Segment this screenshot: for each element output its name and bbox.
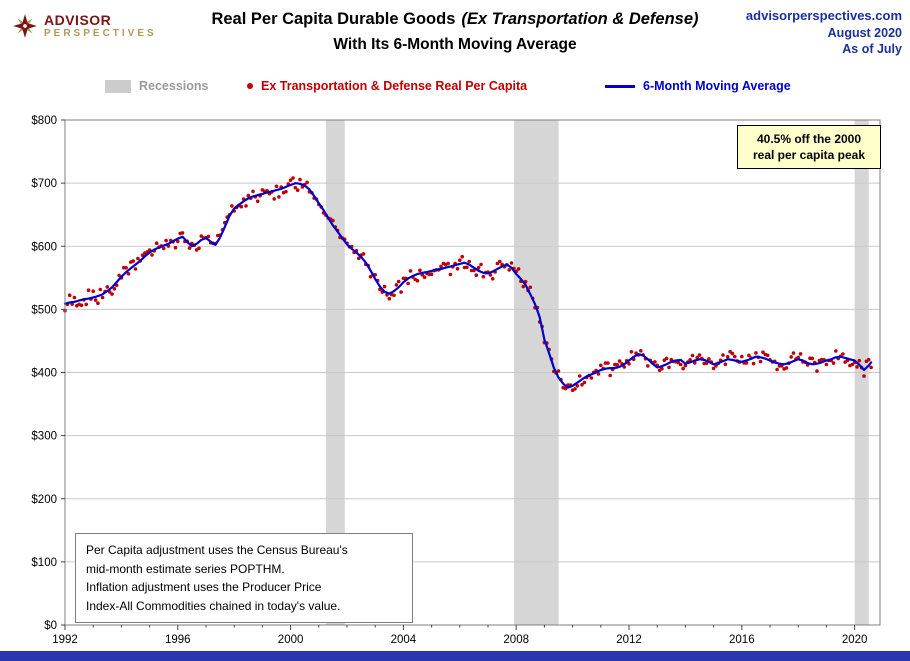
svg-text:$500: $500 bbox=[31, 304, 57, 316]
note-line: Inflation adjustment uses the Producer P… bbox=[86, 580, 322, 595]
title-italic: (Ex Transportation & Defense) bbox=[461, 10, 699, 28]
svg-text:2004: 2004 bbox=[391, 634, 417, 646]
legend-label-moving-average: 6-Month Moving Average bbox=[643, 79, 791, 93]
note-line: mid-month estimate series POPTHM. bbox=[86, 561, 285, 576]
ma-line bbox=[63, 182, 873, 389]
legend-item-moving-average: 6-Month Moving Average bbox=[605, 77, 791, 95]
svg-text:$0: $0 bbox=[44, 620, 57, 632]
svg-text:2020: 2020 bbox=[842, 634, 868, 646]
title-subtitle: With Its 6-Month Moving Average bbox=[333, 36, 577, 53]
svg-text:$700: $700 bbox=[31, 178, 57, 190]
methodology-note: Per Capita adjustment uses the Census Bu… bbox=[75, 533, 413, 624]
chart-legend: Recessions Ex Transportation & Defense R… bbox=[0, 77, 910, 95]
scatter-dot-swatch bbox=[247, 83, 253, 89]
peak-annotation-line2: real per capita peak bbox=[752, 148, 866, 163]
legend-item-recessions: Recessions bbox=[105, 77, 208, 95]
peak-annotation: 40.5% off the 2000 real per capita peak bbox=[737, 125, 881, 170]
svg-text:$600: $600 bbox=[31, 241, 57, 253]
svg-text:2016: 2016 bbox=[729, 634, 755, 646]
svg-text:2000: 2000 bbox=[278, 634, 304, 646]
logo-text-advisor: ADVISOR bbox=[44, 12, 112, 28]
as-of-label: As of July bbox=[842, 42, 902, 57]
gridlines bbox=[65, 182, 880, 563]
svg-text:$400: $400 bbox=[31, 368, 57, 380]
svg-text:$800: $800 bbox=[31, 115, 57, 127]
bottom-accent-bar bbox=[0, 651, 910, 661]
y-axis: $0 $100 $200 $300 $400 $500 $600 $700 $800 bbox=[31, 115, 65, 632]
svg-text:2008: 2008 bbox=[503, 634, 529, 646]
recession-swatch bbox=[105, 79, 131, 93]
svg-text:$300: $300 bbox=[31, 431, 57, 443]
advisor-perspectives-logo: ADVISOR PERSPECTIVES bbox=[12, 12, 157, 40]
logo-text-perspectives: PERSPECTIVES bbox=[44, 28, 157, 40]
header-meta: advisorperspectives.com August 2020 As o… bbox=[746, 8, 902, 57]
publish-date: August 2020 bbox=[827, 25, 902, 40]
svg-text:1992: 1992 bbox=[52, 634, 78, 646]
ma-line-swatch bbox=[605, 84, 635, 88]
peak-annotation-line1: 40.5% off the 2000 bbox=[756, 132, 862, 146]
svg-text:$200: $200 bbox=[31, 494, 57, 506]
note-line: Per Capita adjustment uses the Census Bu… bbox=[86, 543, 348, 557]
title-main: Real Per Capita Durable Goods bbox=[211, 10, 456, 28]
compass-icon bbox=[13, 13, 37, 38]
legend-label-recessions: Recessions bbox=[139, 79, 209, 93]
site-url: advisorperspectives.com bbox=[745, 8, 902, 23]
x-axis: 1992 1996 2000 2004 2008 2012 2016 2020 bbox=[52, 625, 867, 646]
legend-label-scatter: Ex Transportation & Defense Real Per Cap… bbox=[261, 79, 528, 93]
svg-text:1996: 1996 bbox=[165, 634, 191, 646]
svg-text:$100: $100 bbox=[31, 557, 57, 569]
page-title: Real Per Capita Durable Goods (Ex Transpo… bbox=[0, 10, 910, 54]
note-line: Index-All Commodities chained in today's… bbox=[86, 598, 341, 613]
svg-text:2012: 2012 bbox=[616, 634, 642, 646]
legend-item-scatter: Ex Transportation & Defense Real Per Cap… bbox=[247, 77, 527, 95]
